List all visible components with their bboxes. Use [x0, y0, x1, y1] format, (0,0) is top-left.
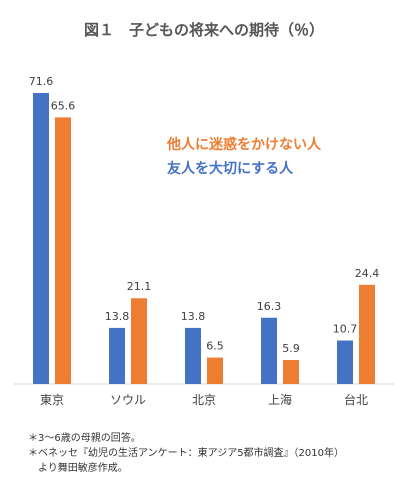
x-tick-label: 北京 [192, 393, 216, 407]
data-label: 21.1 [127, 280, 152, 293]
legend-entry: 友人を大切にする人 [167, 160, 294, 177]
x-tick-label: 上海 [268, 392, 292, 407]
bar-no-trouble [359, 284, 375, 384]
bar-no-trouble [131, 298, 147, 384]
data-label: 5.9 [282, 342, 300, 355]
footnote-1: ＊3～6歳の母親の回答。 [28, 433, 141, 444]
bar-no-trouble [207, 357, 223, 384]
data-label: 24.4 [355, 267, 380, 280]
chart-title: 図１ 子どもの将来への期待（％） [84, 21, 324, 39]
footnotes: ＊3～6歳の母親の回答。 ＊ベネッセ『幼児の生活アンケート：東アジア5都市調査』… [28, 431, 400, 476]
footnote-2: ＊ベネッセ『幼児の生活アンケート：東アジア5都市調査』（2010年） [28, 448, 345, 459]
x-tick-label: 東京 [40, 393, 64, 407]
legend-entry: 他人に迷惑をかけない人 [166, 136, 322, 153]
data-label: 13.8 [105, 310, 130, 323]
data-label: 16.3 [257, 300, 282, 313]
bar-friends [109, 327, 125, 384]
bar-no-trouble [283, 360, 299, 384]
x-tick-label: 台北 [344, 392, 368, 407]
data-label: 13.8 [181, 310, 206, 323]
data-label: 6.5 [206, 340, 224, 353]
data-label: 71.6 [29, 75, 54, 88]
data-label: 65.6 [51, 99, 76, 112]
data-label: 10.7 [333, 323, 358, 336]
bar-friends [337, 340, 353, 384]
bar-friends [185, 327, 201, 384]
bar-friends [261, 317, 277, 384]
x-tick-label: ソウル [110, 393, 146, 407]
bar-friends [33, 93, 49, 384]
chart: 図１ 子どもの将来への期待（％） 71.6 65.6 13.8 21.1 13.8 6.5… [14, 21, 394, 407]
footnote-3: より舞田敏彦作成。 [28, 463, 128, 474]
bar-no-trouble [55, 117, 71, 385]
